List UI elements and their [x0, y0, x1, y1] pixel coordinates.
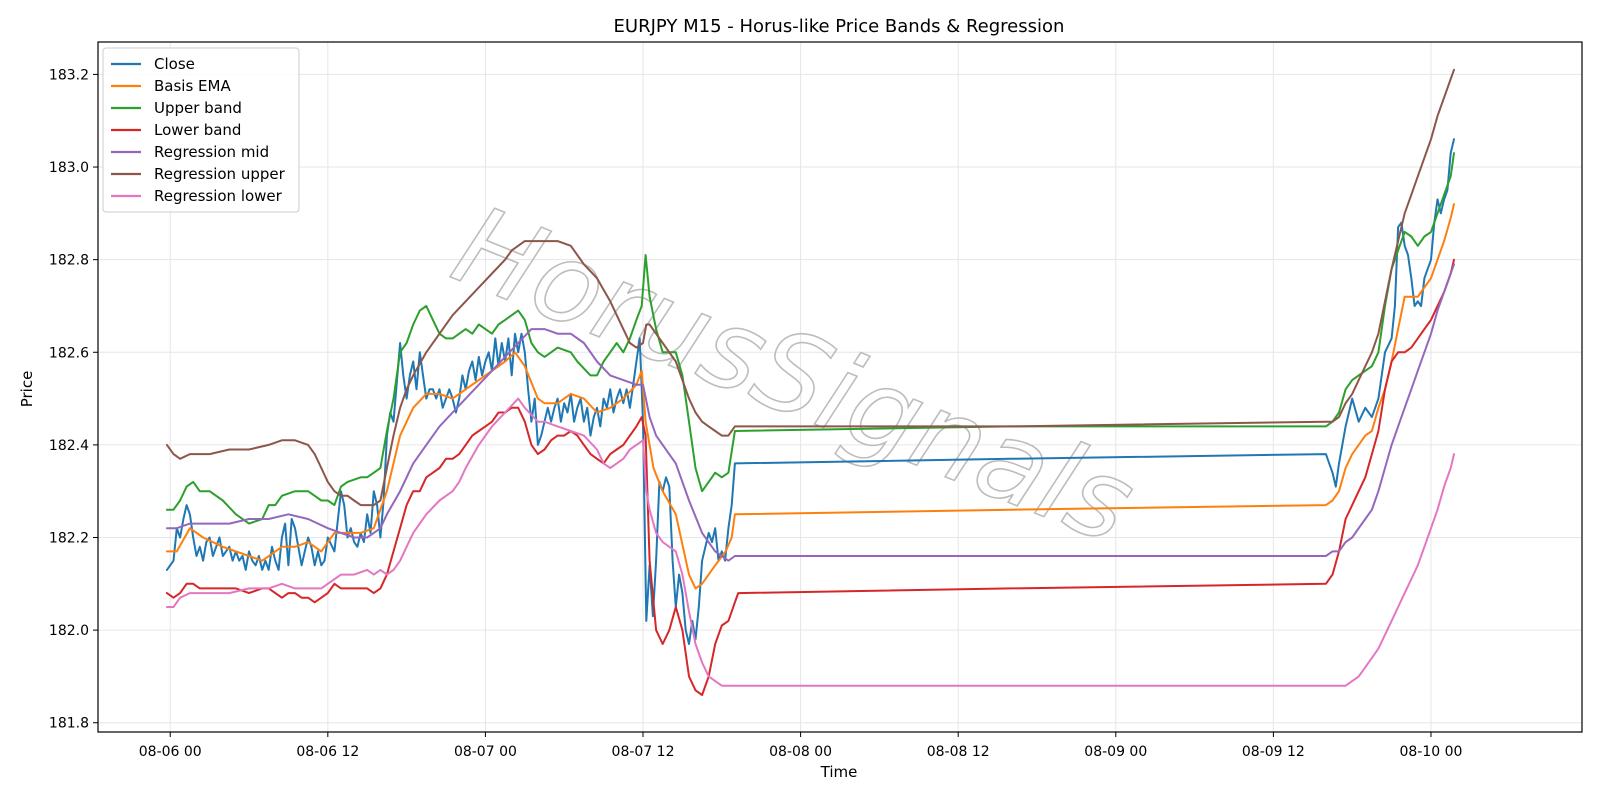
y-tick-label: 181.8 — [49, 716, 89, 732]
y-tick-label: 182.4 — [49, 438, 89, 454]
x-tick-label: 08-10 00 — [1399, 744, 1462, 760]
legend-label: Regression mid — [154, 143, 269, 161]
legend-label: Lower band — [154, 121, 241, 139]
x-tick-label: 08-07 12 — [612, 744, 675, 760]
series-line-regression-mid — [165, 263, 1455, 562]
y-tick-label: 182.8 — [49, 253, 89, 269]
x-tick-label: 08-09 12 — [1242, 744, 1305, 760]
y-tick-label: 182.0 — [49, 623, 89, 639]
x-tick-label: 08-08 00 — [769, 744, 832, 760]
y-axis-label: Price — [18, 371, 36, 408]
x-tick-label: 08-06 12 — [296, 744, 359, 760]
y-tick-label: 183.0 — [49, 160, 89, 176]
x-tick-label: 08-08 12 — [927, 744, 990, 760]
plot-frame — [97, 41, 1583, 733]
legend-label: Basis EMA — [154, 77, 231, 95]
y-tick-label: 183.2 — [49, 67, 89, 83]
series-line-regression-lower — [165, 397, 1455, 687]
series-line-regression-upper — [165, 68, 1455, 507]
series-line-upper-band — [165, 152, 1455, 525]
series-lines — [165, 68, 1455, 696]
grid-lines — [98, 42, 1582, 732]
axis-ticks: 08-06 00 08-06 12 08-07 00 08-07 12 08-08 00… — [49, 67, 1463, 760]
legend-box — [102, 47, 300, 213]
legend-label: Regression upper — [154, 165, 286, 183]
watermark-text: HorusSignals — [438, 181, 1151, 568]
legend-label: Regression lower — [154, 187, 283, 205]
x-axis-label: Time — [820, 763, 858, 781]
x-tick-label: 08-09 00 — [1084, 744, 1147, 760]
series-line-lower-band — [165, 258, 1455, 696]
chart-title: EURJPY M15 - Horus-like Price Bands & Re… — [614, 16, 1065, 37]
y-tick-label: 182.6 — [49, 345, 89, 361]
legend-label: Close — [154, 55, 195, 73]
legend: Close Basis EMA Upper band Lower band Regres… — [102, 47, 300, 213]
legend-label: Upper band — [154, 99, 242, 117]
x-tick-label: 08-06 00 — [139, 744, 202, 760]
y-tick-label: 182.2 — [49, 531, 89, 547]
x-tick-label: 08-07 00 — [454, 744, 517, 760]
